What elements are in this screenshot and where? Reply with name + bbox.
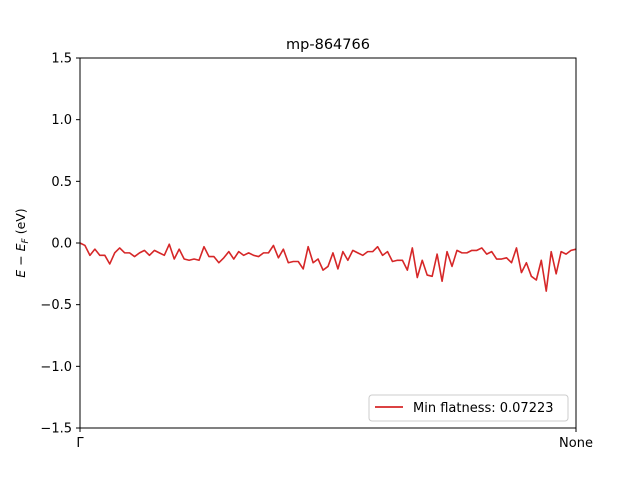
y-axis-label-minus: − [13, 251, 28, 269]
x-tick-label: None [559, 436, 593, 451]
y-tick-label: 1.5 [51, 52, 72, 67]
series-layer [79, 242, 577, 292]
legend: Min flatness: 0.07223 [368, 394, 569, 422]
y-axis-label-sub: F [21, 237, 31, 243]
x-axis-ticks: Γ None [76, 428, 593, 451]
y-tick-label: −1.0 [40, 360, 72, 375]
series-line-0 [79, 242, 577, 292]
y-axis-label: E − EF (eV) [13, 208, 31, 277]
y-tick-label: 1.0 [51, 113, 72, 128]
y-axis-label-e: E [13, 270, 28, 278]
y-axis-label-unit: (eV) [13, 208, 28, 238]
legend-label: Min flatness: 0.07223 [413, 401, 554, 416]
legend-box [368, 394, 569, 422]
y-tick-label: 0.5 [51, 175, 72, 190]
x-tick-label: Γ [76, 436, 84, 451]
y-axis-label-ef: E [13, 243, 28, 251]
y-tick-label: 0.0 [51, 237, 72, 252]
y-tick-label: −0.5 [40, 298, 72, 313]
y-axis-ticks: −1.5 −1.0 −0.5 0.0 0.5 1.0 1.5 [40, 52, 80, 437]
y-tick-label: −1.5 [40, 422, 72, 437]
chart-title: mp-864766 [286, 37, 370, 53]
